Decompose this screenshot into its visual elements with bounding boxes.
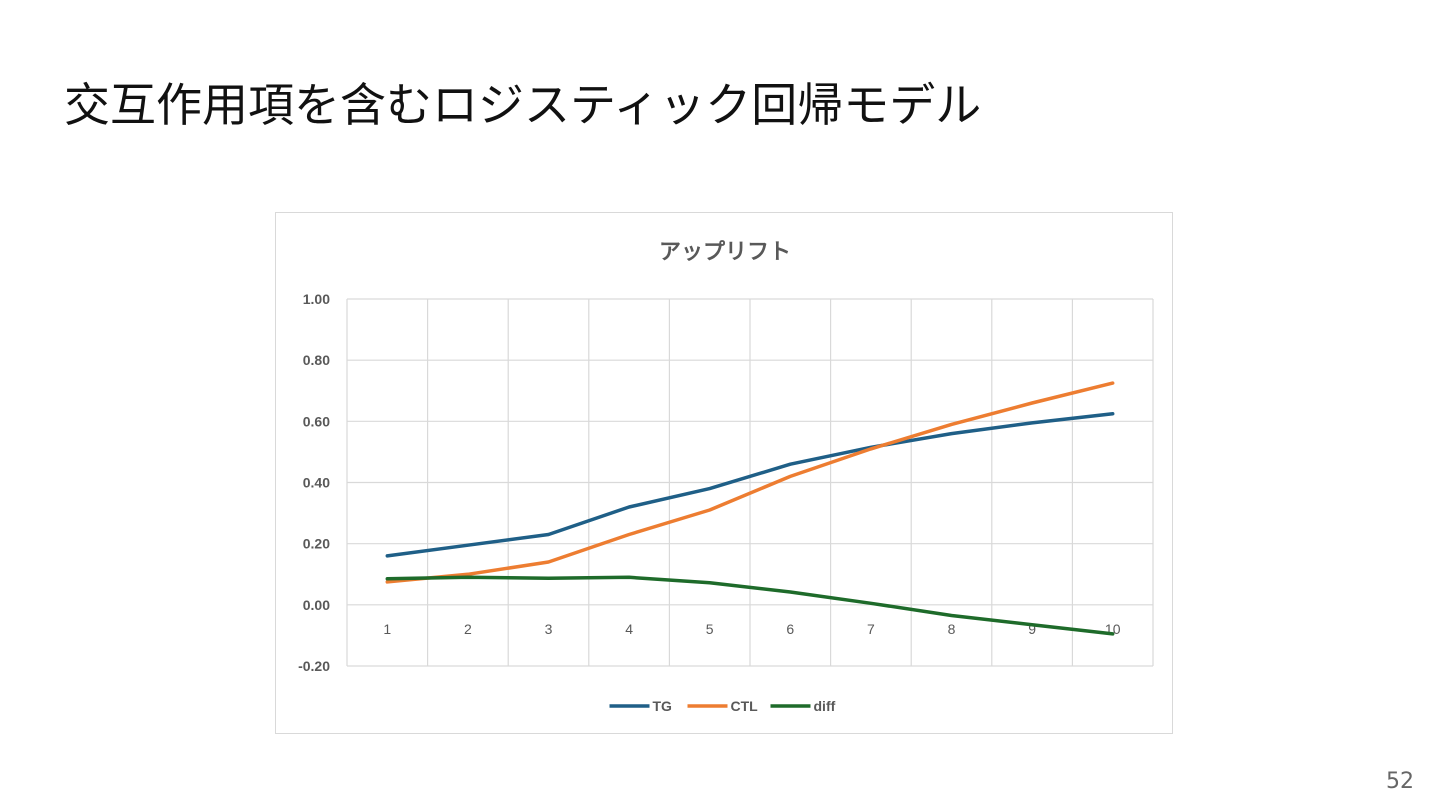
series-line-diff xyxy=(385,575,1115,636)
x-tick-label: 1 xyxy=(383,621,391,637)
y-tick-label: 0.00 xyxy=(303,597,330,613)
x-axis: 1 2 3 4 5 6 7 8 9 10 xyxy=(383,621,1120,637)
slide-title: 交互作用項を含むロジスティック回帰モデル xyxy=(64,78,982,132)
y-tick-label: 1.00 xyxy=(303,291,330,307)
grid xyxy=(346,298,1154,667)
y-tick-label: 0.40 xyxy=(303,475,330,491)
y-axis: 1.00 0.80 0.60 0.40 0.20 0.00 -0.20 xyxy=(298,291,330,674)
series-line-ctl xyxy=(385,381,1115,584)
x-tick-label: 7 xyxy=(867,621,875,637)
x-tick-label: 2 xyxy=(464,621,472,637)
y-tick-label: 0.20 xyxy=(303,536,330,552)
x-tick-label: 6 xyxy=(786,621,794,637)
x-tick-label: 4 xyxy=(625,621,633,637)
y-tick-label: 0.60 xyxy=(303,413,330,429)
x-tick-label: 9 xyxy=(1028,621,1036,637)
chart-title: アップリフト xyxy=(659,240,791,265)
x-tick-label: 3 xyxy=(545,621,553,637)
legend-item-tg: TG xyxy=(609,698,673,714)
legend-label: TG xyxy=(653,698,673,714)
x-tick-label: 5 xyxy=(706,621,714,637)
legend-item-diff: diff xyxy=(770,698,836,714)
x-tick-label: 8 xyxy=(948,621,956,637)
y-tick-label: 0.80 xyxy=(303,352,330,368)
series-lines xyxy=(385,381,1115,636)
legend-item-ctl: CTL xyxy=(687,698,759,714)
chart-card: アップリフト 1.00 0.80 0.60 0.40 0.20 0.00 -0.20 1 2 3… xyxy=(275,212,1173,734)
series-line-tg xyxy=(385,411,1115,558)
legend: TG CTL diff xyxy=(609,698,836,714)
legend-label: CTL xyxy=(731,698,759,714)
line-chart: アップリフト 1.00 0.80 0.60 0.40 0.20 0.00 -0.20 1 2 3… xyxy=(298,240,1154,714)
legend-label: diff xyxy=(814,698,836,714)
page-number: 52 xyxy=(1386,769,1414,794)
y-tick-label: -0.20 xyxy=(298,658,330,674)
